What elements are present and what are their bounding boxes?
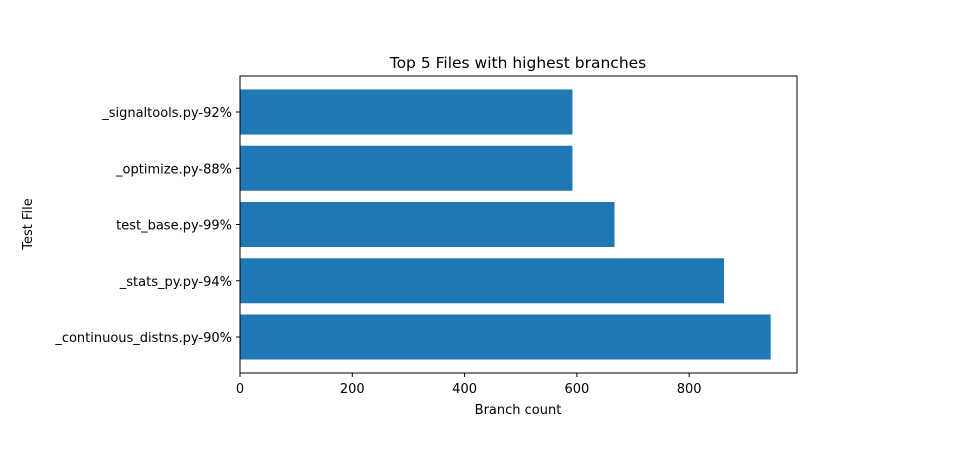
y-tick-label: _optimize.py-88% xyxy=(115,162,232,177)
x-tick-label: 600 xyxy=(564,382,589,397)
y-tick-label: _continuous_distns.py-90% xyxy=(54,331,232,346)
bar xyxy=(240,258,725,304)
bars-group xyxy=(240,89,771,360)
x-tick-label: 0 xyxy=(236,382,244,397)
plot-frame xyxy=(239,75,798,374)
bar xyxy=(240,314,771,360)
chart-title: Top 5 Files with highest branches xyxy=(389,54,647,72)
bar xyxy=(240,145,573,191)
x-tick-label: 200 xyxy=(340,382,365,397)
y-axis-label: Test File xyxy=(21,198,36,251)
x-tick-label: 800 xyxy=(677,382,702,397)
x-tick-label: 400 xyxy=(452,382,477,397)
y-axis-ticks: _continuous_distns.py-90% _stats_py.py-94… xyxy=(54,106,240,346)
y-tick-label: _stats_py.py-94% xyxy=(119,275,232,290)
x-axis-ticks: 0 200 400 600 800 xyxy=(236,373,702,397)
y-tick-label: _signaltools.py-92% xyxy=(101,106,232,121)
y-tick-label: test_base.py-99% xyxy=(116,219,232,234)
x-axis-label: Branch count xyxy=(475,403,562,418)
bar xyxy=(240,89,573,135)
bar xyxy=(240,202,615,247)
